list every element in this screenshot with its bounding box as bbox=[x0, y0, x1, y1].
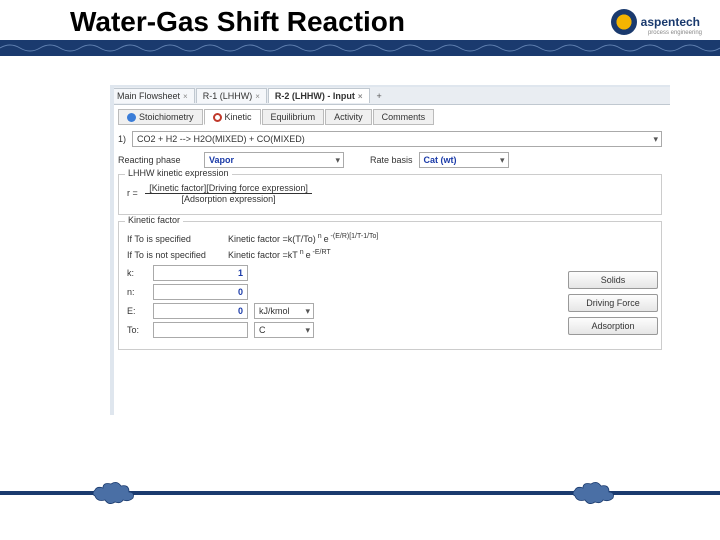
param-e-unit: kJ/kmol bbox=[259, 306, 290, 316]
kf-f2-a: Kinetic factor =kT bbox=[228, 250, 298, 260]
reaction-equation: CO2 + H2 --> H2O(MIXED) + CO(MIXED) bbox=[137, 134, 305, 144]
kf-row-1: If To is specified Kinetic factor =k(T/T… bbox=[127, 233, 541, 244]
tab-label: Comments bbox=[382, 112, 426, 122]
reaction-index: 1) bbox=[118, 134, 126, 144]
expr-fraction: [Kinetic factor][Driving force expressio… bbox=[145, 183, 312, 204]
decorative-band-top bbox=[0, 40, 720, 56]
param-to-unit-select[interactable]: C bbox=[254, 322, 314, 338]
param-k-row: k: bbox=[127, 265, 541, 281]
window-left-border bbox=[110, 85, 114, 415]
tab-r1[interactable]: R-1 (LHHW) × bbox=[196, 88, 267, 103]
kf-f1-exp: -(E/R)[1/T-1/To] bbox=[329, 233, 379, 240]
expr-numerator: [Kinetic factor][Driving force expressio… bbox=[145, 183, 312, 194]
reaction-row: 1) CO2 + H2 --> H2O(MIXED) + CO(MIXED) bbox=[118, 131, 662, 147]
tab-kinetic[interactable]: Kinetic bbox=[204, 109, 261, 125]
reacting-phase-value: Vapor bbox=[209, 155, 234, 165]
side-button-stack: Solids Driving Force Adsorption bbox=[568, 271, 658, 335]
kinetic-parameters: k: n: E: kJ/kmol To: bbox=[127, 265, 541, 338]
adsorption-button[interactable]: Adsorption bbox=[568, 317, 658, 335]
param-n-input[interactable] bbox=[153, 284, 248, 300]
param-k-input[interactable] bbox=[153, 265, 248, 281]
tab-label: Equilibrium bbox=[271, 112, 316, 122]
tab-comments[interactable]: Comments bbox=[373, 109, 435, 125]
kf-row-2: If To is not specified Kinetic factor =k… bbox=[127, 249, 541, 260]
slide-title-bar: Water-Gas Shift Reaction aspentech proce… bbox=[0, 0, 720, 40]
cloud-ornament-right-icon bbox=[570, 480, 630, 504]
tab-label: Main Flowsheet bbox=[117, 91, 180, 101]
lhhw-expression-group: LHHW kinetic expression r = [Kinetic fac… bbox=[118, 174, 662, 215]
tab-equilibrium[interactable]: Equilibrium bbox=[262, 109, 325, 125]
expr-lhs: r = bbox=[127, 188, 138, 198]
logo-icon bbox=[611, 9, 637, 35]
tab-label: R-2 (LHHW) - Input bbox=[275, 91, 355, 101]
param-n-label: n: bbox=[127, 287, 147, 297]
kf-f2-sup: n bbox=[298, 249, 306, 256]
cloud-ornament-left-icon bbox=[90, 480, 150, 504]
param-e-row: E: kJ/kmol bbox=[127, 303, 541, 319]
rate-basis-value: Cat (wt) bbox=[424, 155, 457, 165]
reaction-equation-select[interactable]: CO2 + H2 --> H2O(MIXED) + CO(MIXED) bbox=[132, 131, 662, 147]
tab-label: R-1 (LHHW) bbox=[203, 91, 253, 101]
param-e-input[interactable] bbox=[153, 303, 248, 319]
phase-basis-row: Reacting phase Vapor Rate basis Cat (wt) bbox=[118, 152, 662, 168]
kf-formula-2: Kinetic factor =kT n e -E/RT bbox=[228, 249, 331, 260]
status-required-icon bbox=[213, 113, 222, 122]
param-to-label: To: bbox=[127, 325, 147, 335]
param-n-row: n: bbox=[127, 284, 541, 300]
kinetic-factor-legend: Kinetic factor bbox=[125, 215, 183, 225]
param-to-unit: C bbox=[259, 325, 266, 335]
rate-basis-label: Rate basis bbox=[370, 155, 413, 165]
kf-label-2: If To is not specified bbox=[127, 250, 222, 260]
param-to-row: To: C bbox=[127, 322, 541, 338]
kf-f2-exp: -E/RT bbox=[311, 249, 331, 256]
tab-label: Kinetic bbox=[225, 112, 252, 122]
property-tab-strip: Stoichiometry Kinetic Equilibrium Activi… bbox=[118, 109, 662, 125]
reacting-phase-select[interactable]: Vapor bbox=[204, 152, 344, 168]
rate-basis-select[interactable]: Cat (wt) bbox=[419, 152, 509, 168]
tab-label: Activity bbox=[334, 112, 363, 122]
kf-formula-1: Kinetic factor =k(T/To) n e -(E/R)[1/T-1… bbox=[228, 233, 378, 244]
close-icon[interactable]: × bbox=[183, 92, 188, 101]
tab-stoichiometry[interactable]: Stoichiometry bbox=[118, 109, 203, 125]
close-icon[interactable]: × bbox=[358, 92, 363, 101]
expr-denominator: [Adsorption expression] bbox=[145, 194, 312, 204]
driving-force-button[interactable]: Driving Force bbox=[568, 294, 658, 312]
slide-title: Water-Gas Shift Reaction bbox=[70, 6, 405, 38]
status-ok-icon bbox=[127, 113, 136, 122]
tab-label: Stoichiometry bbox=[139, 112, 194, 122]
param-e-label: E: bbox=[127, 306, 147, 316]
kinetic-panel: Stoichiometry Kinetic Equilibrium Activi… bbox=[110, 105, 670, 354]
kf-f1-a: Kinetic factor =k(T/To) bbox=[228, 234, 316, 244]
param-k-label: k: bbox=[127, 268, 147, 278]
param-e-unit-select[interactable]: kJ/kmol bbox=[254, 303, 314, 319]
tab-r2-input[interactable]: R-2 (LHHW) - Input × bbox=[268, 88, 370, 103]
kf-label-1: If To is specified bbox=[127, 234, 222, 244]
tab-add-button[interactable]: + bbox=[371, 89, 388, 103]
logo-subtext: process engineering bbox=[648, 30, 702, 36]
lhhw-expression: r = [Kinetic factor][Driving force expre… bbox=[127, 183, 653, 204]
reacting-phase-label: Reacting phase bbox=[118, 155, 198, 165]
solids-button[interactable]: Solids bbox=[568, 271, 658, 289]
close-icon[interactable]: × bbox=[255, 92, 260, 101]
aspen-window: Main Flowsheet × R-1 (LHHW) × R-2 (LHHW)… bbox=[110, 85, 670, 415]
tab-main-flowsheet[interactable]: Main Flowsheet × bbox=[110, 88, 195, 103]
kf-f1-sup: n bbox=[316, 233, 324, 240]
tab-activity[interactable]: Activity bbox=[325, 109, 372, 125]
document-tab-strip: Main Flowsheet × R-1 (LHHW) × R-2 (LHHW)… bbox=[110, 87, 670, 105]
logo-text: aspentech bbox=[641, 15, 700, 29]
lhhw-legend: LHHW kinetic expression bbox=[125, 168, 232, 178]
param-to-input[interactable] bbox=[153, 322, 248, 338]
